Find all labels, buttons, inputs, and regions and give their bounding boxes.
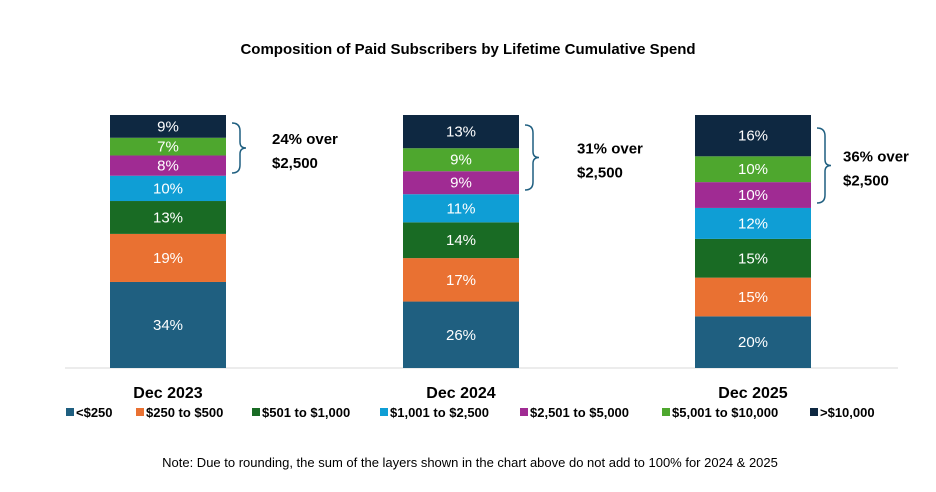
bar-stack: 26% 17% 14% 11% 9% 9% 13% Dec 2024 31% over $2,50…	[403, 115, 643, 402]
data-label: 9%	[450, 175, 472, 192]
bar-segment	[403, 222, 519, 259]
bar-segment	[110, 281, 226, 368]
data-label: 12%	[738, 215, 768, 232]
legend-item: $5,001 to $10,000	[662, 405, 778, 420]
data-label: 19%	[153, 250, 183, 267]
bar-segment	[695, 238, 811, 278]
bracket-annotation	[816, 127, 832, 204]
data-label: 20%	[738, 334, 768, 351]
bracket-annotation	[231, 122, 247, 174]
legend-swatch	[662, 408, 670, 416]
legend-label: $250 to $500	[146, 405, 223, 420]
bar-segment	[403, 258, 519, 302]
legend-label: $2,501 to $5,000	[530, 405, 629, 420]
bar-segment	[110, 233, 226, 282]
data-label: 7%	[157, 139, 179, 156]
data-label: 10%	[153, 180, 183, 197]
legend-swatch	[380, 408, 388, 416]
x-tick-label: Dec 2025	[718, 385, 787, 402]
bar-segment	[403, 148, 519, 172]
legend-swatch	[520, 408, 528, 416]
bracket-annotation	[524, 124, 540, 191]
annotation-text: 36% over	[843, 149, 909, 166]
data-label: 10%	[738, 161, 768, 178]
data-label: 8%	[157, 158, 179, 175]
data-label: 10%	[738, 187, 768, 204]
bar-segment	[403, 194, 519, 223]
bar-segment	[110, 155, 226, 176]
bar-segment	[110, 137, 226, 156]
bar-segment	[695, 182, 811, 208]
bar-segment	[695, 316, 811, 368]
legend-label: $1,001 to $2,500	[390, 405, 489, 420]
legend-label: $501 to $1,000	[262, 405, 350, 420]
data-label: 17%	[446, 272, 476, 289]
legend-item: >$10,000	[810, 405, 875, 420]
legend-label: $5,001 to $10,000	[672, 405, 778, 420]
bar-segment	[403, 301, 519, 368]
x-tick-label: Dec 2024	[426, 385, 495, 402]
legend-swatch	[252, 408, 260, 416]
data-label: 11%	[447, 200, 476, 217]
annotation-text: $2,500	[577, 165, 623, 182]
x-tick-label: Dec 2023	[133, 385, 202, 402]
data-label: 9%	[450, 152, 472, 169]
legend-swatch	[136, 408, 144, 416]
bar-segment	[110, 201, 226, 234]
data-label: 15%	[738, 250, 768, 267]
annotation-text: 24% over	[272, 131, 338, 148]
footnote: Note: Due to rounding, the sum of the la…	[162, 455, 778, 470]
legend-item: <$250	[66, 405, 113, 420]
bar-segment	[110, 175, 226, 202]
annotation-text: $2,500	[272, 155, 318, 172]
legend-label: <$250	[76, 405, 113, 420]
data-label: 16%	[738, 128, 768, 145]
bar-segment	[110, 115, 226, 138]
data-label: 15%	[738, 289, 768, 306]
annotation-text: 31% over	[577, 141, 643, 158]
legend-label: >$10,000	[820, 405, 875, 420]
bar-segment	[403, 115, 519, 149]
legend-swatch	[810, 408, 818, 416]
data-label: 14%	[446, 232, 476, 249]
bar-stack: 34% 19% 13% 10% 8% 7% 9% Dec 2023 24% over $2,500	[110, 115, 338, 402]
legend-item: $2,501 to $5,000	[520, 405, 629, 420]
data-label: 9%	[157, 118, 179, 135]
data-label: 34%	[153, 317, 183, 334]
data-label: 13%	[153, 209, 183, 226]
data-label: 26%	[446, 327, 476, 344]
legend-item: $250 to $500	[136, 405, 223, 420]
bar-stack: 20% 15% 15% 12% 10% 10% 16% Dec 2025 36% over $2,…	[695, 115, 909, 402]
legend-item: $1,001 to $2,500	[380, 405, 489, 420]
chart-title: Composition of Paid Subscribers by Lifet…	[240, 41, 695, 58]
data-label: 13%	[446, 124, 476, 141]
bar-segment	[695, 115, 811, 157]
legend-item: $501 to $1,000	[252, 405, 350, 420]
bar-segment	[695, 207, 811, 239]
bar-segment	[695, 156, 811, 183]
legend-swatch	[66, 408, 74, 416]
annotation-text: $2,500	[843, 173, 889, 190]
bar-segment	[695, 277, 811, 317]
bar-segment	[403, 171, 519, 195]
